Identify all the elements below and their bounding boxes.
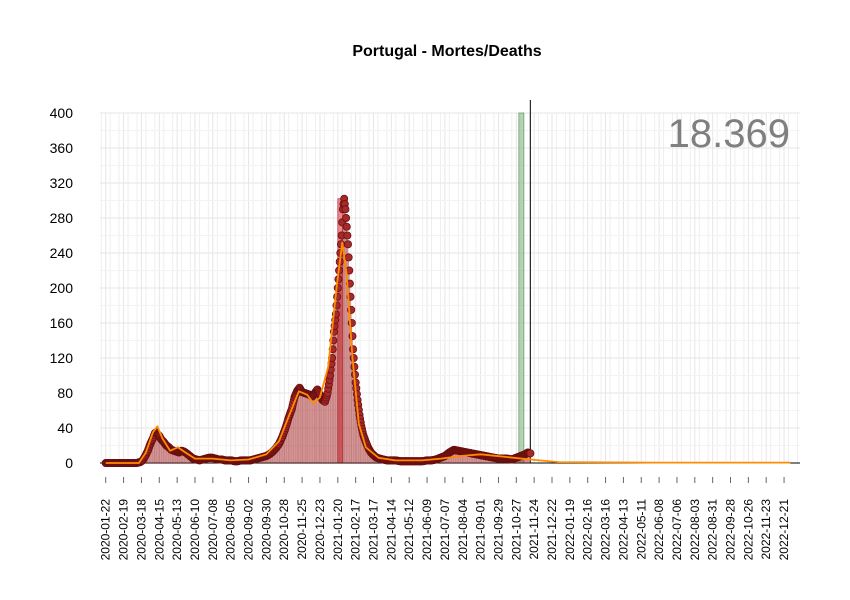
x-tick-label: 2022-06-08: [652, 499, 666, 561]
data-point: [344, 253, 353, 262]
x-tick-label: 2021-09-01: [474, 499, 488, 561]
y-tick-label: 320: [50, 175, 74, 191]
x-tick-label: 2021-07-07: [438, 499, 452, 561]
x-tick-label: 2022-10-26: [741, 499, 755, 561]
y-tick-label: 40: [57, 420, 73, 436]
x-tick-label: 2022-01-19: [563, 499, 577, 561]
x-tick-label: 2021-10-27: [509, 499, 523, 561]
x-tick-label: 2021-02-17: [349, 499, 363, 561]
x-tick-label: 2022-09-28: [724, 499, 738, 561]
data-point: [333, 283, 342, 292]
x-tick-label: 2022-08-31: [706, 499, 720, 561]
smooth-line-group: [105, 241, 791, 464]
y-tick-label: 0: [65, 455, 73, 471]
x-tick-label: 2022-05-11: [634, 499, 648, 560]
x-tick-label: 2021-06-09: [420, 499, 434, 561]
x-tick-label: 2020-07-08: [206, 499, 220, 561]
x-axis-ticks: 2020-01-22 2020-02-19 2020-03-18 2020-04-15…: [99, 477, 791, 560]
chart-title: Portugal - Mortes/Deaths: [352, 43, 541, 60]
y-tick-label: 160: [50, 315, 74, 331]
y-axis-ticks: 0 40 80 120 160 200 240 280 320 360 400: [50, 105, 74, 471]
x-tick-label: 2021-01-20: [331, 499, 345, 561]
x-tick-label: 2020-01-22: [99, 499, 113, 561]
x-tick-label: 2022-02-16: [581, 499, 595, 561]
grid: [100, 112, 800, 464]
x-tick-label: 2021-04-14: [384, 499, 398, 561]
y-tick-label: 240: [50, 245, 74, 261]
x-tick-label: 2020-03-18: [134, 499, 148, 561]
x-tick-label: 2022-03-16: [599, 499, 613, 561]
x-tick-label: 2022-04-13: [616, 499, 630, 561]
x-tick-label: 2021-09-29: [491, 499, 505, 561]
data-point: [341, 205, 350, 214]
total-deaths-label: 18.369: [668, 112, 790, 156]
y-tick-label: 120: [50, 350, 74, 366]
x-tick-label: 2020-09-02: [242, 499, 256, 561]
x-tick-label: 2021-05-12: [402, 499, 416, 561]
data-point: [526, 449, 535, 458]
x-tick-label: 2021-12-22: [545, 499, 559, 561]
x-tick-label: 2020-08-05: [224, 499, 238, 561]
data-point: [343, 240, 352, 249]
x-tick-label: 2021-11-24: [527, 499, 541, 560]
x-tick-label: 2021-08-04: [456, 499, 470, 561]
x-tick-label: 2020-04-15: [152, 499, 166, 561]
y-tick-label: 280: [50, 210, 74, 226]
x-tick-label: 2020-06-10: [188, 499, 202, 561]
x-tick-label: 2022-11-23: [759, 499, 773, 560]
y-tick-label: 400: [50, 105, 74, 121]
x-tick-label: 2022-07-06: [670, 499, 684, 561]
x-tick-label: 2020-09-30: [259, 499, 273, 561]
x-tick-label: 2020-02-19: [117, 499, 131, 561]
today-band: [518, 112, 525, 464]
x-tick-label: 2022-12-21: [777, 499, 791, 561]
data-point: [342, 213, 351, 222]
data-point: [342, 222, 351, 231]
data-point: [343, 231, 352, 240]
x-tick-label: 2022-08-03: [688, 499, 702, 561]
smooth-line: [105, 241, 791, 464]
x-tick-label: 2020-05-13: [170, 499, 184, 561]
data-point: [349, 353, 358, 362]
y-tick-label: 360: [50, 140, 74, 156]
y-tick-label: 80: [57, 385, 73, 401]
data-point: [349, 345, 358, 354]
x-tick-label: 2020-11-25: [295, 499, 309, 560]
y-tick-label: 200: [50, 280, 74, 296]
x-tick-label: 2021-03-17: [366, 499, 380, 561]
x-tick-label: 2020-12-23: [313, 499, 327, 561]
x-tick-label: 2020-10-28: [277, 499, 291, 561]
